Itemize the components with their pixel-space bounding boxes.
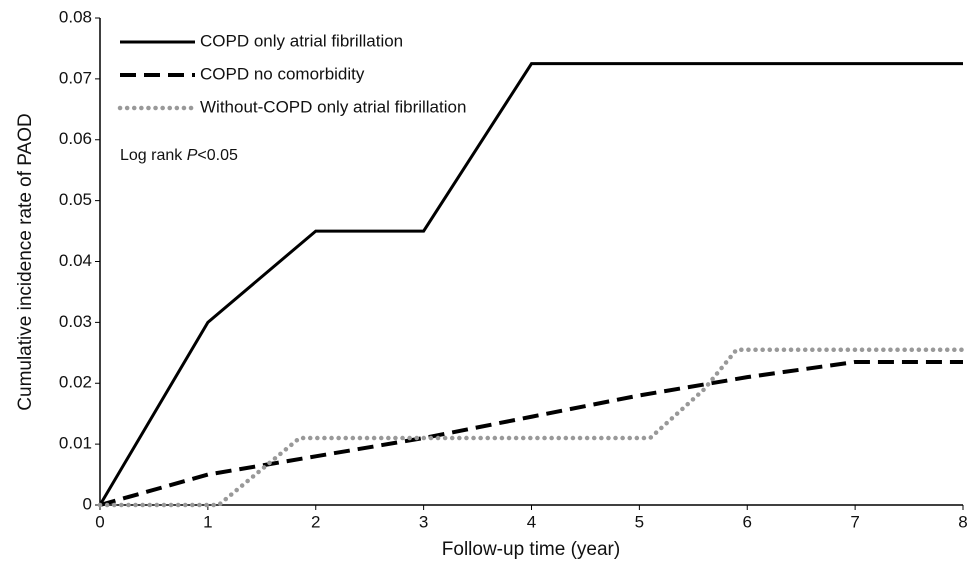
- x-tick-label: 1: [203, 512, 212, 531]
- series-line: [98, 62, 963, 506]
- x-tick-label: 4: [527, 512, 536, 531]
- annotation: Log rank P<0.05: [120, 147, 238, 164]
- x-tick-label: 2: [311, 512, 320, 531]
- series-line: [97, 347, 966, 508]
- y-tick-label: 0.01: [59, 434, 92, 453]
- y-tick-label: 0.04: [59, 251, 92, 270]
- legend-label: COPD no comorbidity: [200, 64, 365, 83]
- series-line: [99, 359, 963, 507]
- annotation-text: Log rank: [120, 147, 187, 164]
- x-tick-label: 3: [419, 512, 428, 531]
- y-tick-label: 0.05: [59, 190, 92, 209]
- legend-label: Without-COPD only atrial fibrillation: [200, 97, 466, 116]
- x-tick-label: 5: [635, 512, 644, 531]
- x-tick-label: 7: [850, 512, 859, 531]
- y-tick-label: 0.02: [59, 373, 92, 392]
- y-tick-label: 0: [83, 494, 92, 513]
- x-tick-label: 6: [743, 512, 752, 531]
- y-axis-title: Cumulative incidence rate of PAOD: [15, 113, 36, 410]
- y-tick-label: 0.08: [59, 7, 92, 26]
- legend-label: COPD only atrial fibrillation: [200, 31, 403, 50]
- y-tick-label: 0.06: [59, 129, 92, 148]
- x-tick-label: 8: [958, 512, 967, 531]
- annotation-rest: <0.05: [197, 147, 238, 164]
- y-tick-label: 0.07: [59, 68, 92, 87]
- y-tick-label: 0.03: [59, 312, 92, 331]
- x-tick-label: 0: [95, 512, 104, 531]
- x-axis-title: Follow-up time (year): [442, 539, 620, 560]
- annotation-italic: P: [187, 147, 198, 164]
